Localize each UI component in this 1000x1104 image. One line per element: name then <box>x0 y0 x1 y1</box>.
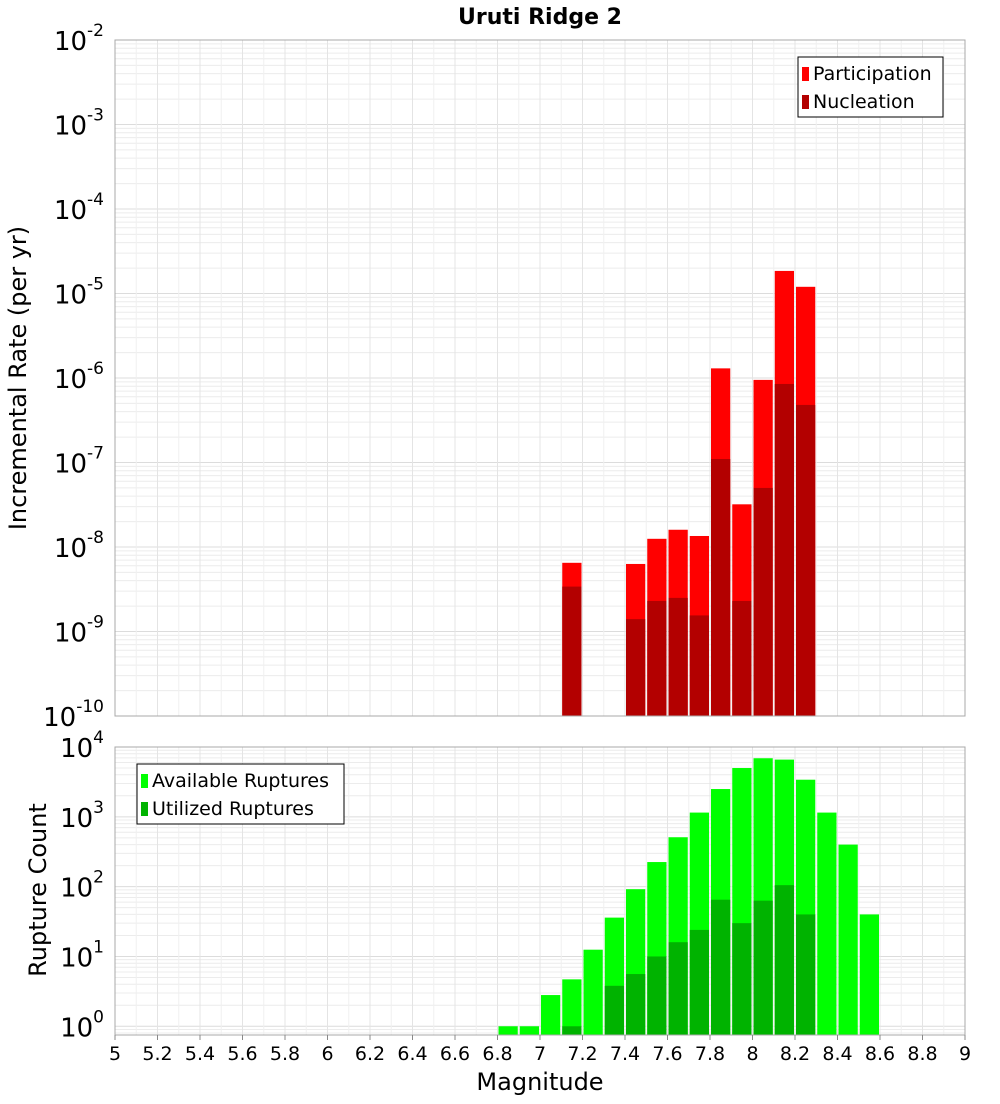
count-y-tick-label: 102 <box>60 868 104 904</box>
rate-y-tick-label: 10-4 <box>54 190 104 226</box>
count-y-tick-label: 104 <box>60 728 104 764</box>
rate-y-tick-label: 10-2 <box>54 21 104 57</box>
count-bar <box>626 974 646 1035</box>
x-tick-label: 8.6 <box>865 1043 895 1065</box>
count-bar <box>774 885 794 1035</box>
rate-bar <box>647 600 667 716</box>
count-bar <box>689 929 709 1035</box>
rate-bar <box>774 383 794 716</box>
rate-legend-swatch <box>802 95 809 109</box>
rate-bar <box>711 459 731 716</box>
rate-bar <box>689 615 709 716</box>
count-y-tick-label: 103 <box>60 798 104 834</box>
count-bar <box>498 1026 518 1035</box>
count-bar <box>604 985 624 1035</box>
rate-legend-label: Nucleation <box>813 91 915 113</box>
x-tick-label: 5 <box>109 1043 121 1065</box>
count-bar <box>583 949 603 1035</box>
x-axis-label: Magnitude <box>476 1068 603 1096</box>
count-bar <box>796 914 816 1035</box>
rate-bar <box>732 600 752 716</box>
rate-y-tick-label: 10-7 <box>54 444 104 480</box>
count-legend-box <box>136 763 345 825</box>
count-bar <box>859 914 879 1035</box>
count-series-inner <box>562 885 816 1035</box>
count-y-tick-label: 100 <box>60 1007 104 1043</box>
rate-y-tick-label: 10-6 <box>54 359 104 395</box>
x-tick-label: 7.8 <box>695 1043 725 1065</box>
rate-plot-frame <box>114 39 966 717</box>
x-tick-label: 6.6 <box>440 1043 470 1065</box>
x-tick-label: 5.8 <box>270 1043 300 1065</box>
rate-legend-swatch <box>802 67 809 81</box>
bottom-y-axis-label: Rupture Count <box>24 803 52 977</box>
count-bar <box>732 923 752 1035</box>
count-bar <box>668 942 688 1035</box>
rate-y-tick-label: 10-9 <box>54 613 104 649</box>
count-bar <box>753 900 773 1035</box>
count-legend-swatch <box>141 802 148 816</box>
count-y-tick-label: 101 <box>60 937 104 973</box>
count-legend-label: Available Ruptures <box>152 770 329 792</box>
x-tick-label: 7.6 <box>652 1043 682 1065</box>
count-legend-swatch <box>141 774 148 788</box>
rate-bar <box>626 619 646 716</box>
top-y-axis-label: Incremental Rate (per yr) <box>4 226 32 530</box>
chart-title: Uruti Ridge 2 <box>458 5 622 30</box>
rate-bar <box>668 597 688 716</box>
x-tick-label: 5.4 <box>185 1043 215 1065</box>
x-tick-label: 9 <box>959 1043 971 1065</box>
rate-bar <box>562 586 582 716</box>
x-tick-label: 6.4 <box>397 1043 427 1065</box>
x-tick-label: 5.2 <box>142 1043 172 1065</box>
x-tick-label: 8.2 <box>780 1043 810 1065</box>
rate-legend-box <box>797 56 944 118</box>
x-tick-label: 7.4 <box>610 1043 640 1065</box>
x-tick-label: 5.6 <box>227 1043 257 1065</box>
x-tick-label: 8 <box>746 1043 758 1065</box>
count-bar <box>541 995 561 1035</box>
count-bar <box>647 956 667 1035</box>
x-tick-label: 6.8 <box>482 1043 512 1065</box>
count-bar <box>711 899 731 1035</box>
rate-legend: Participation Nucleation <box>797 56 944 118</box>
x-tick-label: 8.4 <box>822 1043 852 1065</box>
rate-y-tick-label: 10-10 <box>43 697 104 733</box>
count-bar <box>562 979 582 1035</box>
rate-y-tick-label: 10-5 <box>54 275 104 311</box>
count-bar <box>838 844 858 1035</box>
x-tick-label: 6 <box>321 1043 333 1065</box>
rate-y-tick-label: 10-3 <box>54 106 104 142</box>
rate-y-tick-label: 10-8 <box>54 528 104 564</box>
rate-legend-label: Participation <box>813 63 932 85</box>
count-bar <box>817 812 837 1035</box>
x-tick-label: 6.2 <box>355 1043 385 1065</box>
x-tick-label: 7 <box>534 1043 546 1065</box>
x-tick-label: 8.8 <box>907 1043 937 1065</box>
count-bar <box>562 1026 582 1035</box>
count-legend-label: Utilized Ruptures <box>152 798 314 820</box>
rate-gridlines <box>114 40 966 717</box>
count-bar <box>519 1026 539 1035</box>
rate-series-inner <box>562 383 816 716</box>
rate-bar <box>796 404 816 716</box>
rate-bar <box>753 487 773 716</box>
count-legend: Available Ruptures Utilized Ruptures <box>136 763 345 825</box>
bottom-plot-area: 100 101 102 103 104 5 5.2 5.4 5.6 5.8 6 6.2 6.4 6.6 6.… <box>60 728 971 1065</box>
x-tick-label: 7.2 <box>567 1043 597 1065</box>
top-plot-area: 10-10 10-9 10-8 10-7 10-6 10-5 10-4 10-3 10-2 Par… <box>43 21 966 733</box>
